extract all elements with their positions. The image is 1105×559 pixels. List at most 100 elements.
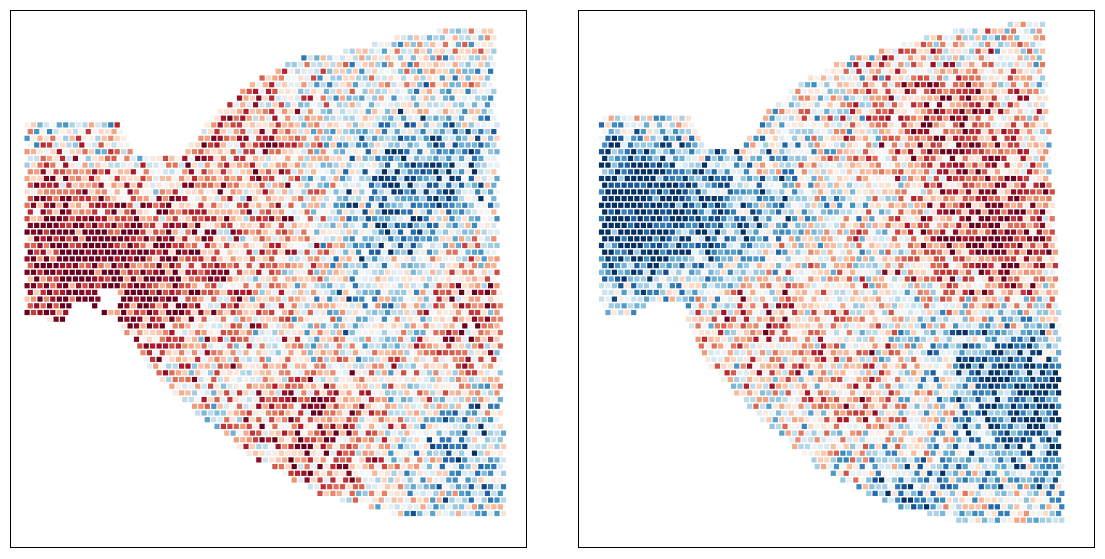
left-spot bbox=[140, 162, 146, 168]
left-spot bbox=[217, 122, 223, 128]
left-spot bbox=[307, 484, 313, 490]
left-spot bbox=[198, 309, 204, 316]
left-spot bbox=[288, 175, 294, 182]
left-spot bbox=[243, 403, 249, 409]
left-spot bbox=[404, 108, 410, 115]
left-spot bbox=[162, 370, 169, 376]
right-spot bbox=[631, 149, 637, 155]
left-spot bbox=[166, 269, 172, 275]
right-spot bbox=[920, 108, 926, 115]
left-spot bbox=[130, 316, 136, 322]
left-spot bbox=[291, 437, 297, 443]
right-spot bbox=[850, 162, 856, 168]
right-spot bbox=[801, 129, 807, 135]
right-spot bbox=[724, 169, 730, 175]
left-spot bbox=[407, 88, 413, 94]
left-spot bbox=[346, 256, 352, 262]
left-spot bbox=[27, 169, 33, 175]
left-spot bbox=[317, 142, 323, 148]
right-spot bbox=[827, 155, 833, 161]
right-spot bbox=[882, 149, 888, 155]
left-spot bbox=[372, 82, 378, 88]
left-spot bbox=[246, 249, 252, 255]
left-spot bbox=[352, 95, 358, 101]
left-spot bbox=[198, 175, 204, 182]
right-spot bbox=[853, 62, 859, 68]
left-spot bbox=[150, 169, 156, 175]
right-spot bbox=[821, 142, 827, 148]
left-spot bbox=[82, 229, 88, 235]
right-spot bbox=[624, 162, 630, 168]
left-spot bbox=[175, 182, 181, 188]
right-spot bbox=[776, 155, 782, 161]
left-spot bbox=[436, 390, 442, 396]
right-spot bbox=[756, 142, 762, 148]
left-spot bbox=[436, 443, 442, 450]
left-spot bbox=[259, 236, 265, 242]
left-spot bbox=[471, 477, 478, 483]
left-spot bbox=[368, 450, 375, 456]
left-spot bbox=[475, 376, 481, 383]
left-spot bbox=[442, 175, 449, 182]
left-spot bbox=[140, 269, 146, 275]
left-spot bbox=[88, 202, 95, 208]
left-spot bbox=[433, 303, 439, 309]
left-spot bbox=[436, 336, 442, 342]
right-spot bbox=[769, 169, 775, 175]
right-plot-canvas bbox=[598, 21, 1065, 523]
left-spot bbox=[465, 477, 471, 483]
left-spot bbox=[359, 216, 365, 222]
right-spot bbox=[759, 122, 766, 128]
right-spot bbox=[840, 62, 846, 68]
left-spot bbox=[236, 376, 243, 383]
left-spot bbox=[224, 229, 230, 235]
left-spot bbox=[198, 323, 204, 329]
left-spot bbox=[468, 68, 474, 74]
right-spot bbox=[943, 35, 949, 41]
right-spot bbox=[598, 135, 605, 141]
left-spot bbox=[256, 202, 262, 208]
right-spot bbox=[653, 129, 659, 135]
left-spot bbox=[317, 62, 323, 68]
left-spot bbox=[224, 336, 230, 342]
left-spot bbox=[240, 437, 246, 443]
left-spot bbox=[481, 189, 487, 195]
left-spot bbox=[446, 263, 452, 269]
left-spot bbox=[182, 155, 188, 161]
left-spot bbox=[372, 162, 378, 168]
left-spot bbox=[459, 169, 465, 175]
left-spot bbox=[462, 202, 468, 208]
left-spot bbox=[298, 450, 304, 456]
left-spot bbox=[59, 209, 66, 215]
right-spot bbox=[988, 102, 994, 108]
right-spot bbox=[907, 55, 914, 61]
left-spot bbox=[410, 363, 416, 369]
left-spot bbox=[275, 296, 281, 302]
right-spot bbox=[830, 95, 836, 101]
right-spot bbox=[821, 169, 827, 175]
left-spot bbox=[385, 417, 391, 423]
right-spot bbox=[734, 162, 740, 168]
left-spot bbox=[462, 390, 468, 396]
right-spot bbox=[862, 68, 869, 74]
left-spot bbox=[311, 276, 317, 282]
left-spot bbox=[59, 316, 66, 322]
left-spot bbox=[368, 249, 375, 255]
right-spot bbox=[750, 155, 756, 161]
left-spot bbox=[362, 236, 368, 242]
left-spot bbox=[333, 242, 339, 249]
left-spot bbox=[414, 356, 420, 362]
right-spot bbox=[917, 102, 923, 108]
left-spot bbox=[182, 343, 188, 349]
left-spot bbox=[423, 55, 429, 61]
right-spot bbox=[846, 129, 852, 135]
left-spot bbox=[365, 256, 371, 262]
left-spot bbox=[388, 383, 394, 389]
left-spot bbox=[346, 135, 352, 141]
left-spot bbox=[317, 249, 323, 255]
left-spot bbox=[462, 403, 468, 409]
left-spot bbox=[304, 142, 310, 148]
left-spot bbox=[311, 423, 317, 429]
left-spot bbox=[95, 269, 101, 275]
right-spot bbox=[895, 135, 901, 141]
